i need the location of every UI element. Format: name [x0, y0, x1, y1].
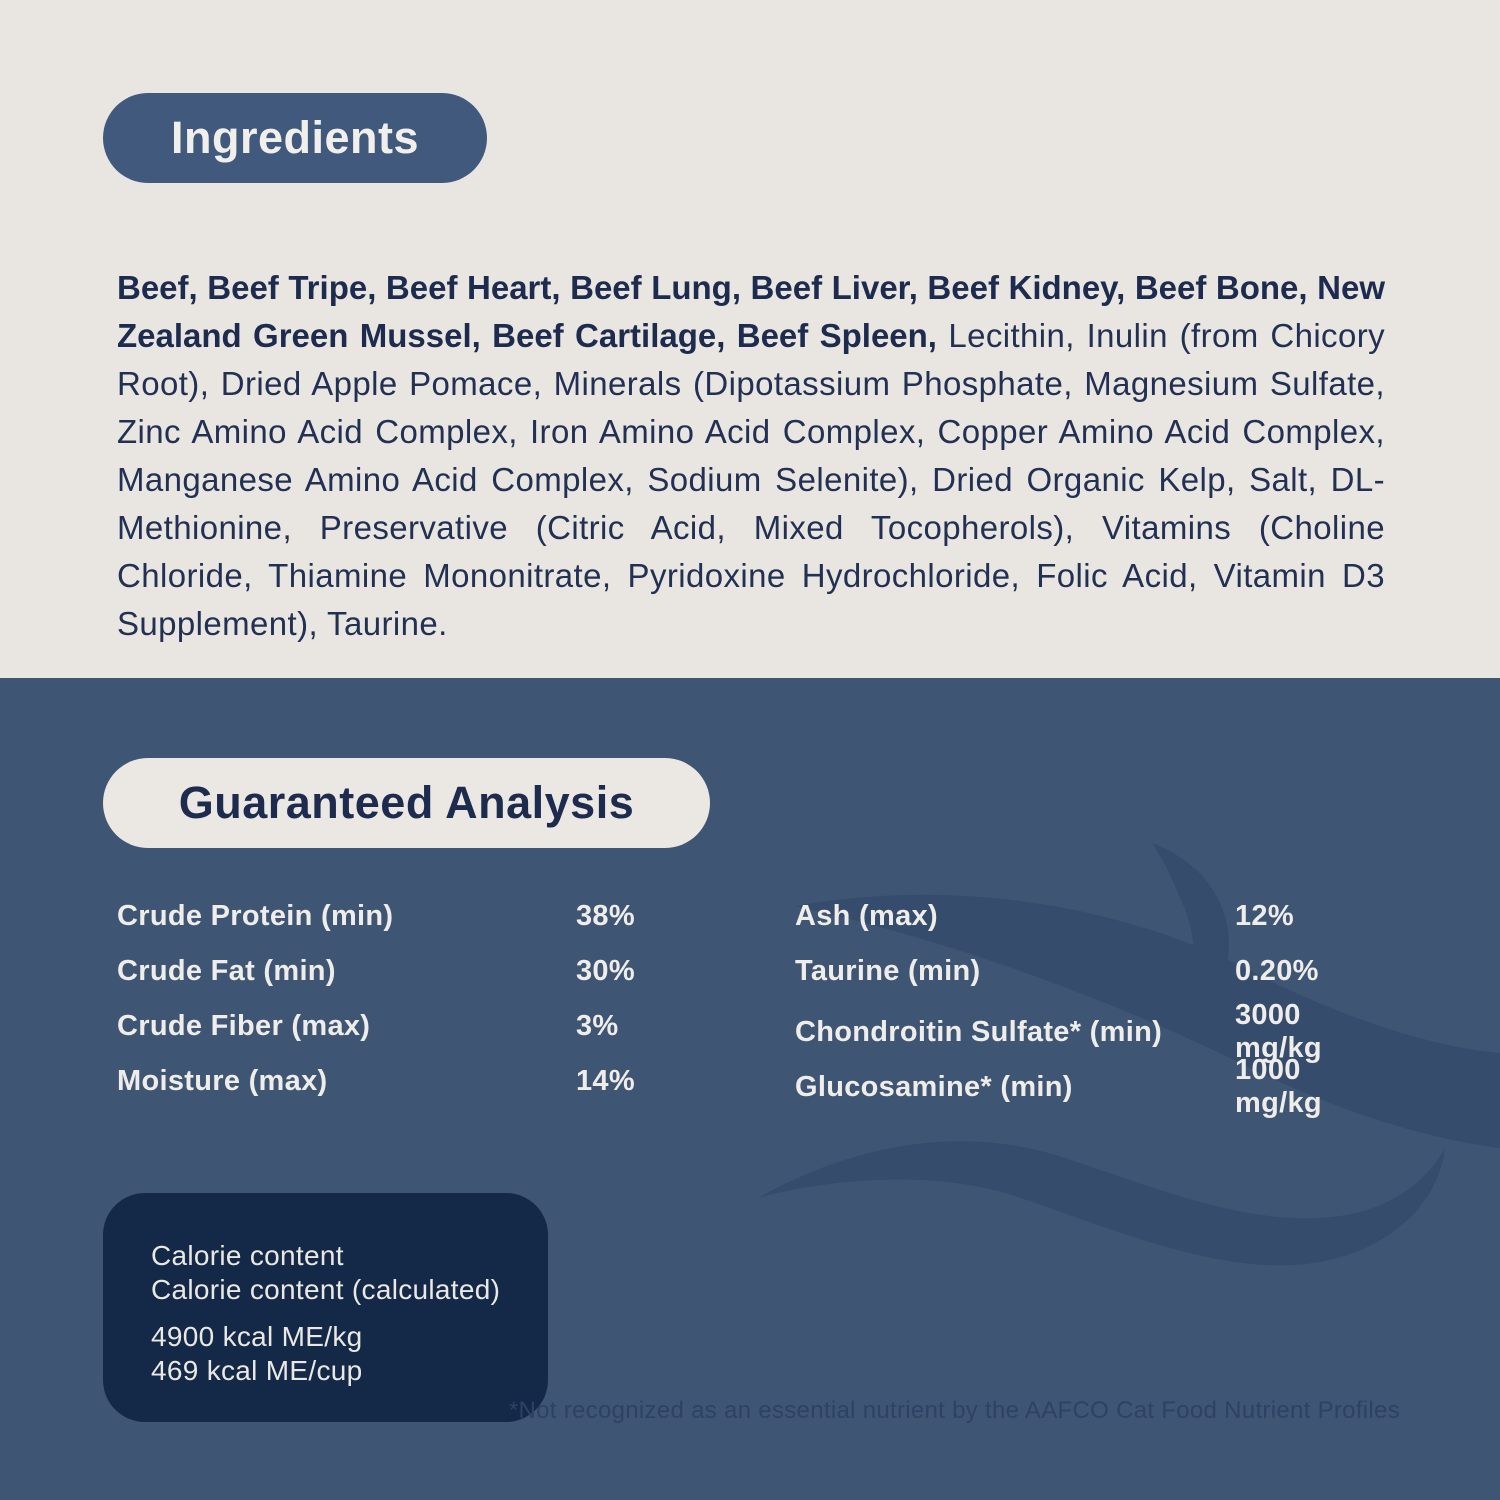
ingredients-heading-pill: Ingredients — [103, 93, 487, 183]
ingredients-heading: Ingredients — [170, 112, 420, 163]
table-row: Glucosamine* (min) 1000 mg/kg — [795, 1054, 1395, 1119]
nutrient-label: Ash (max) — [795, 900, 938, 932]
analysis-table-right: Ash (max) 12% Taurine (min) 0.20% Chondr… — [795, 889, 1395, 1119]
calorie-kcal-kg: 4900 kcal ME/kg — [151, 1321, 363, 1352]
calorie-titles: Calorie content Calorie content (calcula… — [151, 1239, 518, 1307]
nutrient-value: 30% — [576, 955, 635, 987]
nutrient-value: 14% — [576, 1065, 635, 1097]
ingredients-secondary-list: Lecithin, Inulin (from Chicory Root), Dr… — [117, 317, 1386, 642]
calorie-content-label: Calorie content — [151, 1240, 344, 1271]
calorie-kcal-cup: 469 kcal ME/cup — [151, 1355, 363, 1386]
table-row: Taurine (min) 0.20% — [795, 944, 1395, 999]
nutrient-value: 3000 mg/kg — [1235, 999, 1322, 1064]
table-row: Ash (max) 12% — [795, 889, 1395, 944]
guaranteed-analysis-heading-pill: Guaranteed Analysis — [103, 758, 710, 848]
nutrient-label: Taurine (min) — [795, 955, 981, 987]
guaranteed-analysis-heading: Guaranteed Analysis — [178, 777, 635, 828]
nutrient-value: 38% — [576, 900, 635, 932]
nutrient-label: Moisture (max) — [117, 1065, 328, 1097]
nutrient-label: Glucosamine* (min) — [795, 1070, 1073, 1103]
table-row: Crude Fiber (max) 3% — [117, 999, 777, 1054]
table-row: Crude Protein (min) 38% — [117, 889, 777, 944]
nutrient-label: Crude Protein (min) — [117, 900, 394, 932]
table-row: Chondroitin Sulfate* (min) 3000 mg/kg — [795, 999, 1395, 1064]
nutrient-value: 12% — [1235, 900, 1294, 932]
ingredients-paragraph: Beef, Beef Tripe, Beef Heart, Beef Lung,… — [117, 264, 1385, 648]
aafco-footnote: *Not recognized as an essential nutrient… — [508, 1397, 1400, 1424]
nutrient-label: Crude Fiber (max) — [117, 1010, 371, 1042]
guaranteed-analysis-section: Guaranteed Analysis Crude Protein (min) … — [0, 678, 1500, 1500]
table-row: Moisture (max) 14% — [117, 1054, 777, 1109]
calorie-content-calculated-label: Calorie content (calculated) — [151, 1274, 501, 1305]
calorie-content-box: Calorie content Calorie content (calcula… — [103, 1193, 548, 1422]
calorie-values: 4900 kcal ME/kg 469 kcal ME/cup — [151, 1320, 518, 1388]
nutrient-value: 1000 mg/kg — [1235, 1054, 1322, 1119]
analysis-table-left: Crude Protein (min) 38% Crude Fat (min) … — [117, 889, 777, 1109]
table-row: Crude Fat (min) 30% — [117, 944, 777, 999]
nutrient-value: 0.20% — [1235, 955, 1319, 987]
ingredients-section: Ingredients Beef, Beef Tripe, Beef Heart… — [0, 0, 1500, 678]
ingredients-primary-list: Beef, Beef Tripe, Beef Heart, Beef Lung,… — [117, 269, 1385, 354]
nutrient-value: 3% — [576, 1010, 619, 1042]
nutrient-label: Chondroitin Sulfate* (min) — [795, 1015, 1163, 1048]
nutrient-label: Crude Fat (min) — [117, 955, 336, 987]
